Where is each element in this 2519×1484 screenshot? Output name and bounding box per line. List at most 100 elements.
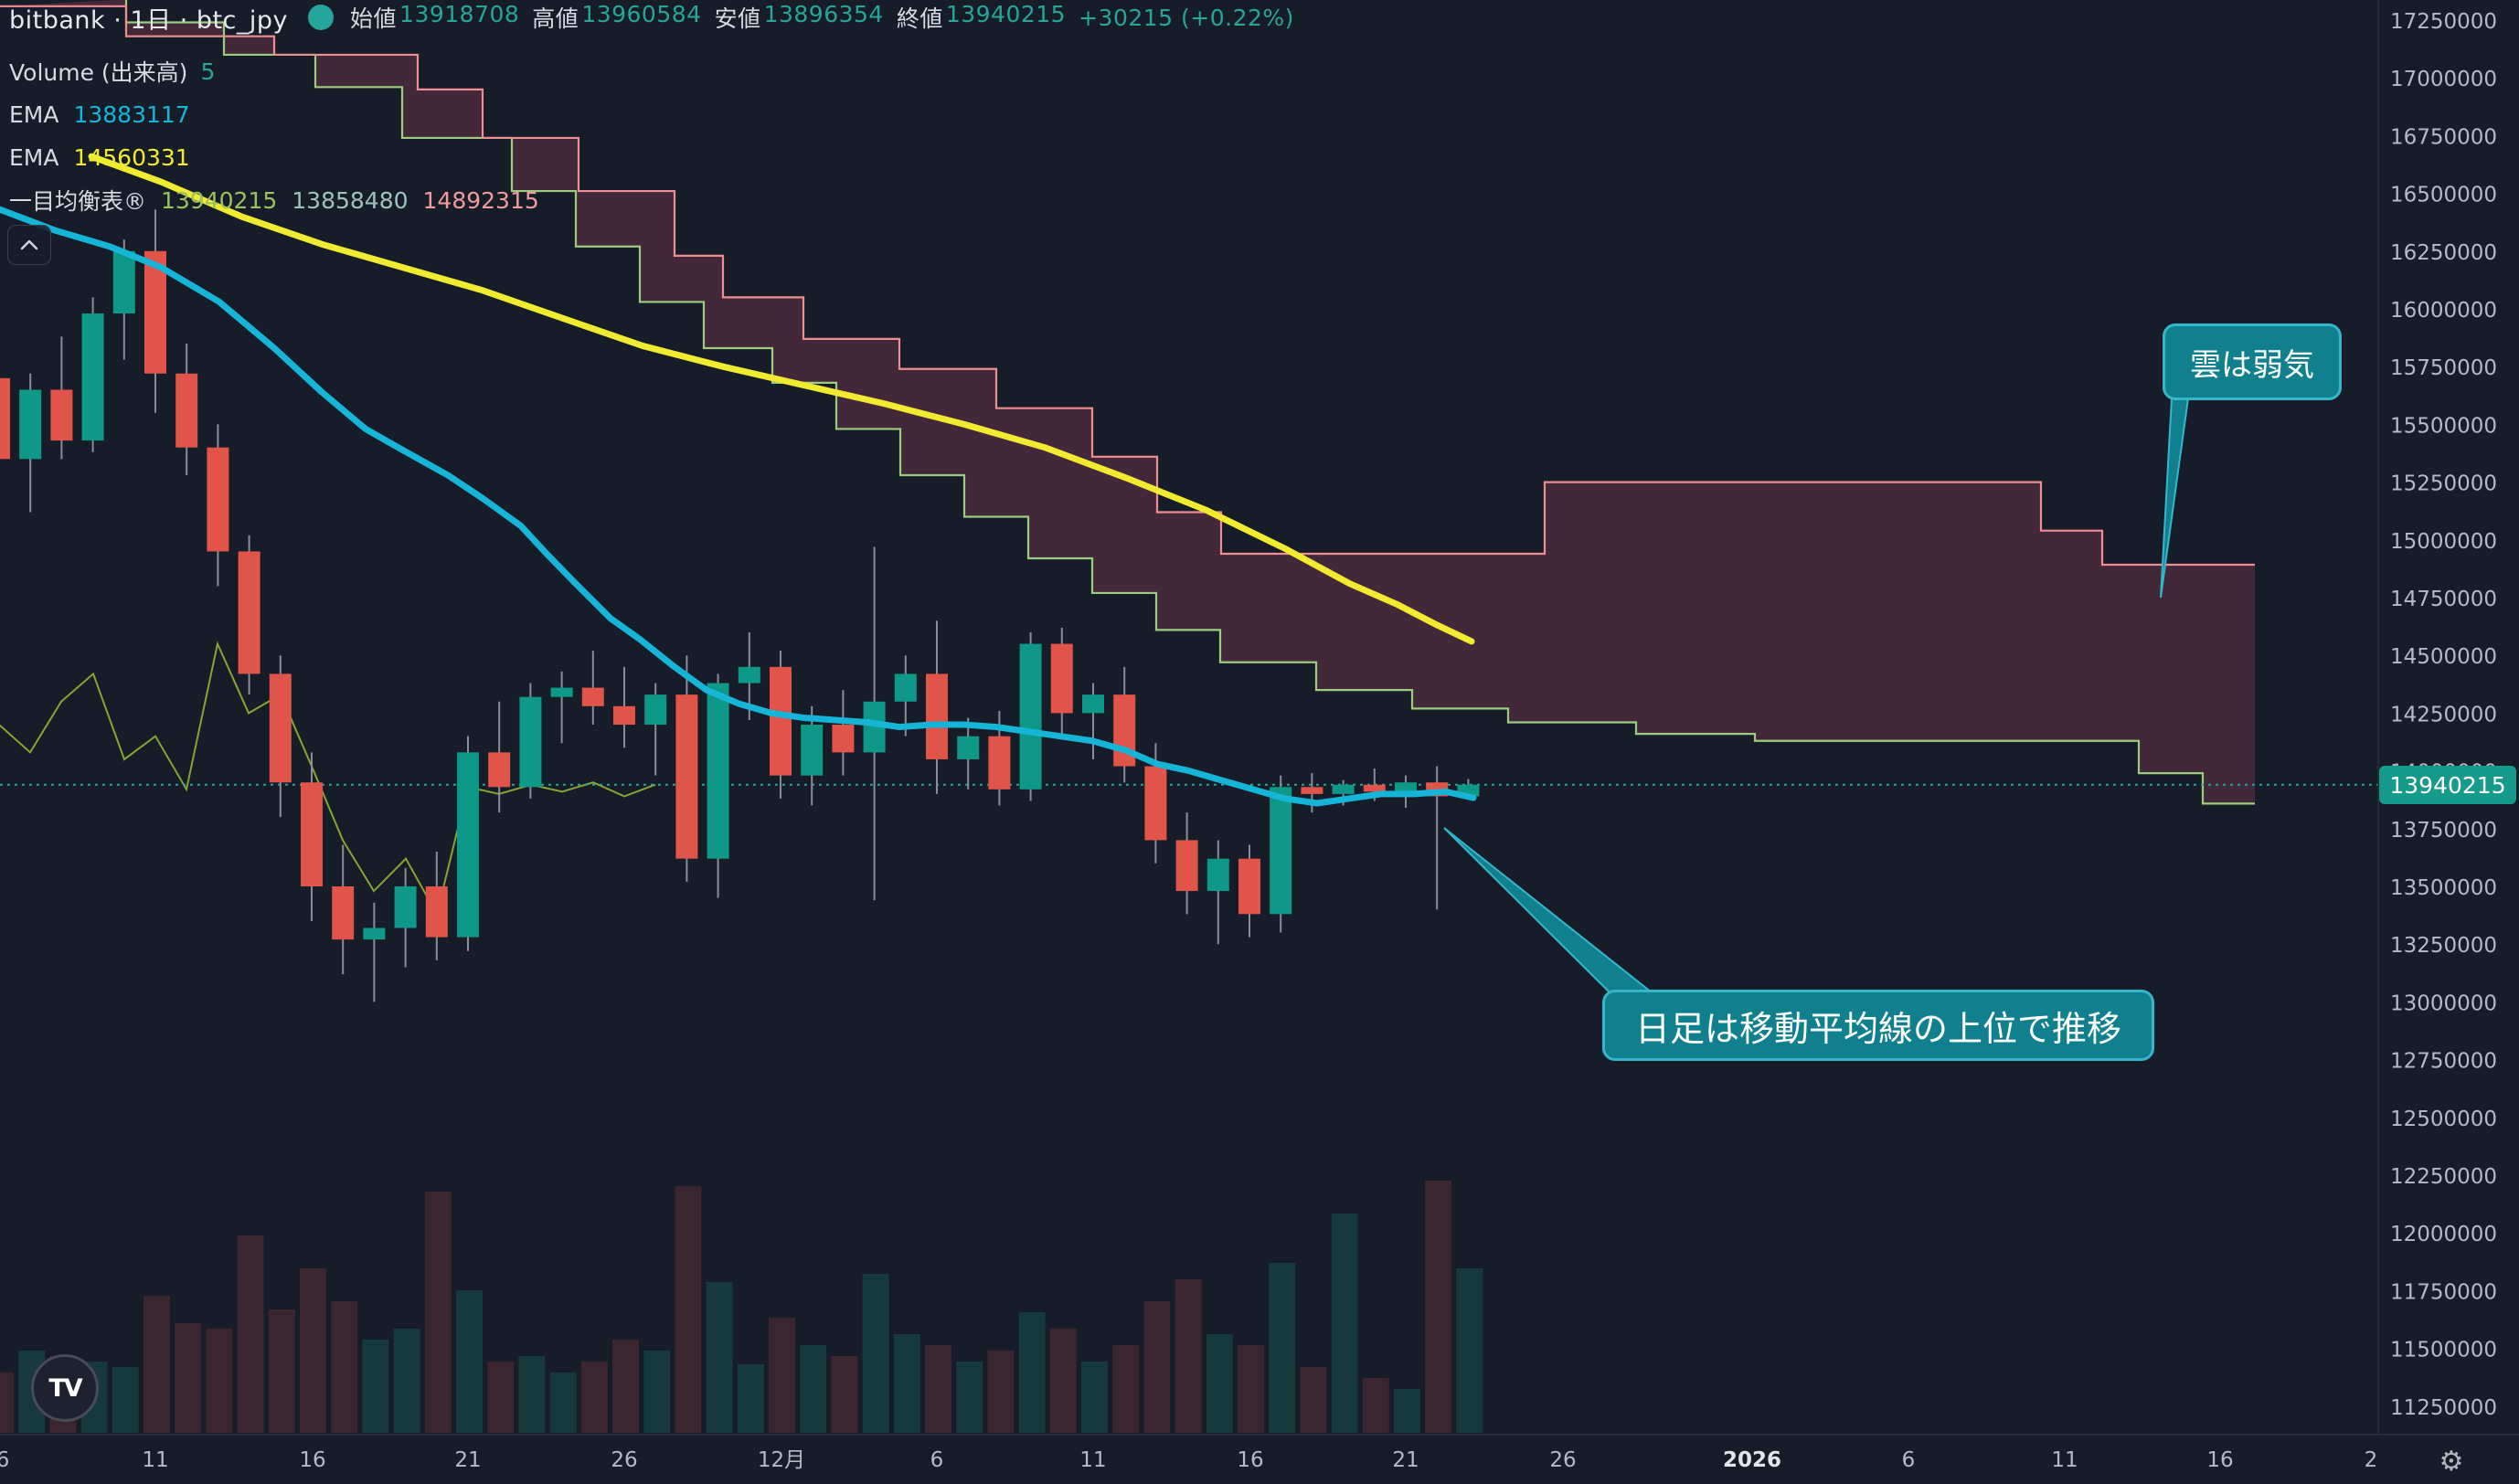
price-axis-label[interactable]: 13500000 [2390, 876, 2497, 900]
candle-body [207, 447, 229, 552]
tradingview-logo[interactable]: TV [31, 1354, 99, 1422]
time-axis-label[interactable]: 16 [2206, 1448, 2233, 1472]
time-axis-label[interactable]: 2026 [1723, 1448, 1781, 1472]
price-axis-label[interactable]: 16500000 [2390, 184, 2497, 207]
price-axis-label[interactable]: 17000000 [2390, 68, 2497, 91]
volume-bar [1049, 1329, 1077, 1433]
time-axis-label[interactable]: 21 [454, 1448, 481, 1472]
price-axis-label[interactable]: 17250000 [2390, 10, 2497, 34]
chevron-up-icon [20, 239, 38, 250]
candle-body [1395, 782, 1417, 792]
volume-bar [1112, 1345, 1140, 1433]
candle-body [644, 694, 667, 726]
legend-collapse-button[interactable] [7, 225, 51, 265]
symbol-title-row[interactable]: bitbank · 1日 · btc_jpy 始値 13918708 高値 1396… [9, 1, 1294, 35]
candle-body [238, 551, 260, 674]
time-axis-label[interactable]: 16 [1237, 1448, 1263, 1472]
price-axis-label[interactable]: 12250000 [2390, 1165, 2497, 1189]
price-axis-label[interactable]: 13000000 [2390, 991, 2497, 1015]
time-axis-label[interactable]: 26 [611, 1448, 637, 1472]
time-axis-label[interactable]: 26 [1549, 1448, 1576, 1472]
current-price-tag[interactable]: 13940215 [2379, 766, 2516, 804]
time-axis-label[interactable]: 12月 [758, 1448, 805, 1472]
price-axis-label[interactable]: 12750000 [2390, 1050, 2497, 1074]
price-axis-label[interactable]: 13750000 [2390, 819, 2497, 843]
time-axis-label[interactable]: 11 [2051, 1448, 2078, 1472]
axis-settings-gear-icon[interactable]: ⚙ [2431, 1444, 2471, 1479]
time-axis-label[interactable]: 11 [1079, 1448, 1106, 1472]
ichimoku-cloud [0, 0, 2255, 804]
annotation-ma-tail [1443, 827, 1659, 997]
annotation-cloud-bearish[interactable]: 雲は弱気 [2163, 323, 2342, 400]
volume-bar [737, 1364, 764, 1433]
time-axis-label[interactable]: 2 [2365, 1448, 2378, 1472]
candle-body [301, 782, 323, 886]
volume-bar [580, 1362, 608, 1433]
price-axis-label[interactable]: 16750000 [2390, 125, 2497, 149]
price-axis-label[interactable]: 14250000 [2390, 703, 2497, 726]
candle-body [1238, 858, 1260, 915]
price-axis-label[interactable]: 15250000 [2390, 472, 2497, 496]
legend-ema-slow-row[interactable]: EMA 14560331 [9, 142, 190, 173]
candle-body [1301, 787, 1323, 794]
time-axis-label[interactable]: 6 [930, 1448, 944, 1472]
price-axis-label[interactable]: 11750000 [2390, 1280, 2497, 1304]
volume-bar [518, 1356, 546, 1433]
close-label: 終値 [896, 5, 943, 32]
candle-body [1082, 694, 1104, 714]
volume-bar [987, 1351, 1015, 1433]
candle-body [894, 673, 917, 702]
time-axis-label[interactable]: 21 [1392, 1448, 1419, 1472]
volume-bar [643, 1351, 671, 1433]
price-axis-label[interactable]: 11250000 [2390, 1396, 2497, 1420]
volume-bar [362, 1340, 389, 1433]
volume-label: Volume (出来高) [9, 59, 188, 86]
ema-fast-value: 13883117 [73, 101, 190, 128]
price-axis-label[interactable]: 14750000 [2390, 588, 2497, 611]
price-axis-label[interactable]: 16000000 [2390, 299, 2497, 323]
candle-body [707, 683, 729, 859]
price-axis-label[interactable]: 12500000 [2390, 1108, 2497, 1131]
volume-bar [956, 1362, 983, 1433]
price-axis-label[interactable]: 16250000 [2390, 241, 2497, 265]
symbol-title: bitbank · 1日 · btc_jpy [9, 5, 289, 35]
price-axis-label[interactable]: 15500000 [2390, 414, 2497, 438]
price-axis-label[interactable]: 12000000 [2390, 1223, 2497, 1246]
candle-body [363, 928, 386, 940]
price-axis-label[interactable]: 11500000 [2390, 1339, 2497, 1362]
candle-body [50, 389, 73, 441]
price-axis-label[interactable]: 15750000 [2390, 356, 2497, 380]
ichimoku-value-3: 14892315 [422, 186, 539, 214]
legend-volume-row[interactable]: Volume (出来高) 5 [9, 56, 215, 87]
annotation-above-ma[interactable]: 日足は移動平均線の上位で推移 [1602, 990, 2154, 1061]
legend-ema-fast-row[interactable]: EMA 13883117 [9, 99, 190, 130]
candle-body [488, 752, 511, 788]
candle-body [269, 673, 292, 783]
low-value: 13896354 [763, 1, 884, 27]
volume-bar [424, 1192, 452, 1433]
price-axis-label[interactable]: 13250000 [2390, 934, 2497, 958]
candle-body [1019, 643, 1042, 790]
time-axis-label[interactable]: 6 [0, 1448, 9, 1472]
legend-ichimoku-row[interactable]: 一目均衡表® 13940215 13858480 14892315 [9, 185, 539, 216]
volume-bar [1206, 1334, 1233, 1433]
volume-bar [1331, 1214, 1358, 1433]
ema-slow-label: EMA [9, 143, 59, 171]
volume-bar [1456, 1268, 1483, 1433]
high-value: 13960584 [581, 1, 702, 27]
senkou-span-b-line [0, 5, 2255, 567]
time-axis-label[interactable]: 16 [299, 1448, 325, 1472]
gear-glyph: ⚙ [2439, 1445, 2464, 1478]
time-axis-label[interactable]: 6 [1902, 1448, 1916, 1472]
ichimoku-value-1: 13940215 [161, 186, 278, 214]
price-axis-label[interactable]: 15000000 [2390, 530, 2497, 554]
volume-bar [1269, 1263, 1296, 1433]
annotation-cloud-text: 雲は弱気 [2190, 346, 2314, 384]
time-axis-label[interactable]: 11 [142, 1448, 168, 1472]
candle-body [550, 687, 573, 697]
volume-bar [800, 1345, 827, 1433]
volume-bar [925, 1345, 951, 1433]
price-axis-label[interactable]: 14500000 [2390, 645, 2497, 669]
